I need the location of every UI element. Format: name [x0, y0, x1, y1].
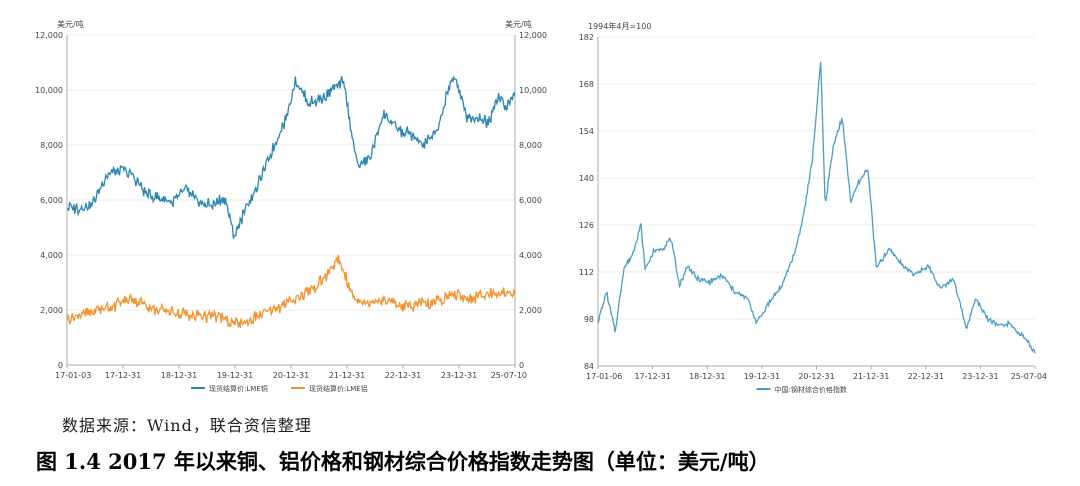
steel-index-chart: 84 98 112 126 140 154 168 182 17-01-06 17-12-31 18…: [555, 0, 1080, 395]
y-tick-label: 4,000: [40, 251, 63, 260]
x-tick-label: 25-07-04: [1011, 372, 1047, 381]
legend-label: 现货结算价:LME铜: [209, 384, 268, 393]
x-tick-label: 22-12-31: [908, 372, 944, 381]
x-tick-label: 17-01-03: [55, 371, 91, 380]
steel-index-svg: 84 98 112 126 140 154 168 182 17-01-06 17-12-31 18…: [579, 21, 1047, 394]
y-tick-label: 10,000: [35, 86, 63, 95]
series-line-0: [66, 75, 516, 240]
y-tick-label-right: 0: [519, 361, 524, 370]
copper-aluminum-chart: 0 0 2,000 2,000 4,000 4,000 6,000 6,000 8,000 8,0…: [0, 0, 560, 395]
series-line-1: [66, 254, 516, 328]
x-tick-label: 18-12-31: [161, 371, 197, 380]
y-tick-label: 168: [579, 80, 594, 89]
y-tick-label-right: 10,000: [519, 86, 547, 95]
x-tick-label: 20-12-31: [798, 372, 834, 381]
x-tick-label: 18-12-31: [689, 372, 725, 381]
series-line-0: [597, 61, 1036, 354]
y-tick-label: 154: [579, 127, 594, 136]
x-tick-label: 17-12-31: [105, 371, 141, 380]
y-tick-label: 140: [579, 174, 594, 183]
y-tick-label-right: 12,000: [519, 31, 547, 40]
x-tick-label: 21-12-31: [329, 371, 365, 380]
y-tick-label-right: 2,000: [519, 306, 542, 315]
source-note: 数据来源：Wind，联合资信整理: [62, 416, 312, 435]
x-tick-label: 19-12-31: [217, 371, 253, 380]
x-tick-label: 23-12-31: [441, 371, 477, 380]
x-tick-label: 25-07-10: [491, 371, 527, 380]
x-tick-label: 23-12-31: [962, 372, 998, 381]
y-axis-unit-label-right: 美元/吨: [505, 19, 532, 29]
figure-caption: 图 1.4 2017 年以来铜、铝价格和钢材综合价格指数走势图（单位：美元/吨）: [36, 449, 770, 474]
copper-aluminum-svg: 0 0 2,000 2,000 4,000 4,000 6,000 6,000 8,000 8,0…: [35, 19, 547, 393]
x-tick-label: 21-12-31: [853, 372, 889, 381]
x-tick-label: 19-12-31: [744, 372, 780, 381]
y-tick-label-right: 8,000: [519, 141, 542, 150]
y-axis-unit-label: 美元/吨: [57, 19, 84, 29]
x-tick-label: 17-01-06: [586, 372, 622, 381]
y-tick-label: 0: [58, 361, 63, 370]
y-tick-label-right: 6,000: [519, 196, 542, 205]
y-tick-label: 8,000: [40, 141, 63, 150]
y-tick-label: 98: [584, 315, 594, 324]
y-tick-label: 6,000: [40, 196, 63, 205]
y-tick-label: 112: [579, 268, 594, 277]
y-axis-unit-label: 1994年4月=100: [588, 21, 651, 31]
y-tick-label: 2,000: [40, 306, 63, 315]
legend-label: 现货结算价:LME铝: [309, 384, 368, 393]
legend-label: 中国:钢材综合价格指数: [775, 385, 847, 394]
y-tick-label: 182: [579, 33, 594, 42]
x-tick-label: 22-12-31: [385, 371, 421, 380]
x-tick-label: 20-12-31: [273, 371, 309, 380]
y-tick-label: 12,000: [35, 31, 63, 40]
y-tick-label-right: 4,000: [519, 251, 542, 260]
y-tick-label: 84: [584, 362, 594, 371]
x-tick-label: 17-12-31: [634, 372, 670, 381]
y-tick-label: 126: [579, 221, 594, 230]
